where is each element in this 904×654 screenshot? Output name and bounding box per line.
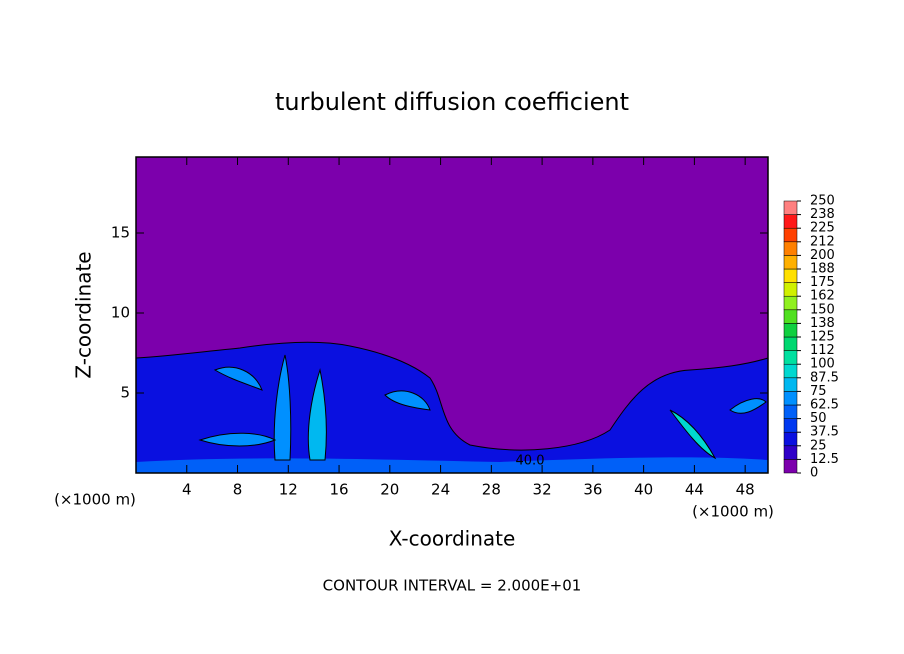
colorbar-band [783, 431, 798, 447]
colorbar-label: 212 [810, 234, 835, 249]
colorbar-band [783, 377, 798, 392]
colorbar-band [783, 323, 798, 338]
colorbar-band [783, 282, 798, 297]
colorbar-label: 250 [810, 194, 835, 209]
contour-label: 40.0 [516, 454, 545, 469]
x-tick-label: 40 [634, 481, 653, 499]
colorbar-label: 238 [810, 207, 835, 222]
x-tick-label: 36 [583, 481, 602, 499]
field-region [273, 354, 292, 461]
chart-title: turbulent diffusion coefficient [275, 88, 629, 116]
field [135, 156, 769, 474]
x-tick-label: 4 [182, 481, 192, 499]
colorbar-label: 112 [810, 343, 835, 358]
field-region [669, 409, 717, 460]
colorbar-band [783, 241, 798, 256]
x-tick-label: 12 [279, 481, 298, 499]
footer-note: CONTOUR INTERVAL = 2.000E+01 [323, 577, 582, 595]
colorbar-label: 25 [810, 438, 827, 453]
x-tick-label: 44 [685, 481, 704, 499]
y-tick-label: 15 [111, 224, 130, 242]
x-tick-label: 28 [482, 481, 501, 499]
colorbar-label: 62.5 [810, 398, 839, 413]
colorbar-label: 87.5 [810, 370, 839, 385]
colorbar-label: 188 [810, 262, 835, 277]
plot-frame [135, 156, 769, 474]
field-region [136, 457, 768, 473]
colorbar-band [783, 227, 798, 243]
colorbar-band [783, 418, 798, 433]
x-tick-label: 8 [233, 481, 243, 499]
colorbar-label: 175 [810, 275, 835, 290]
x-axis-label: X-coordinate [389, 527, 516, 551]
colorbar-band [783, 309, 798, 324]
colorbar-label: 150 [810, 302, 835, 317]
y-axis-label: Z-coordinate [72, 251, 96, 378]
colorbar-band [783, 391, 798, 406]
y-tick-label: 5 [120, 384, 130, 402]
x-tick-label: 16 [330, 481, 349, 499]
x-tick-label: 32 [533, 481, 552, 499]
colorbar-label: 0 [810, 466, 818, 481]
colorbar-label: 37.5 [810, 425, 839, 440]
colorbar-label: 50 [810, 411, 827, 426]
colorbar-band [783, 350, 798, 365]
field-region [729, 398, 767, 414]
colorbar-band [783, 445, 798, 460]
y-tick-label: 10 [111, 304, 130, 322]
colorbar-band [783, 363, 798, 379]
colorbar-band [783, 268, 798, 283]
field-region [213, 366, 263, 391]
colorbar-band [783, 459, 798, 474]
colorbar-band [783, 200, 798, 215]
x-tick-label: 24 [431, 481, 450, 499]
x-unit-label: (×1000 m) [692, 503, 774, 521]
colorbar-label: 12.5 [810, 452, 839, 467]
y-unit-label: (×1000 m) [54, 491, 136, 509]
colorbar-band [783, 214, 798, 229]
field-region [384, 390, 431, 411]
colorbar-band [783, 404, 798, 419]
colorbar-label: 225 [810, 221, 835, 236]
colorbar-label: 162 [810, 289, 835, 304]
colorbar-label: 200 [810, 248, 835, 263]
colorbar-label: 125 [810, 330, 835, 345]
colorbar-band [783, 255, 798, 270]
field-region [198, 432, 277, 447]
x-tick-label: 20 [380, 481, 399, 499]
field-region [135, 341, 769, 474]
colorbar-band [783, 295, 798, 311]
colorbar-label: 100 [810, 357, 835, 372]
field-region [307, 368, 327, 461]
colorbar-band [783, 336, 798, 351]
colorbar-label: 75 [810, 384, 827, 399]
colorbar-label: 138 [810, 316, 835, 331]
x-tick-label: 48 [736, 481, 755, 499]
